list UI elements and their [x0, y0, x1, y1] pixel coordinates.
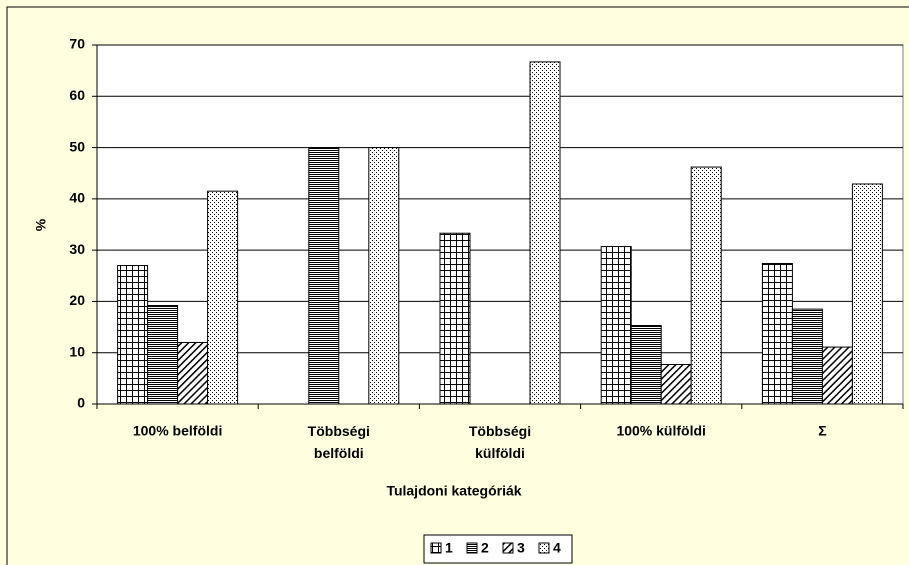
bar	[368, 147, 400, 405]
bar	[308, 147, 340, 405]
bar	[630, 325, 662, 405]
y-tick-label: 0	[77, 395, 85, 411]
legend-label: 4	[553, 540, 561, 556]
bar	[690, 166, 722, 405]
bar	[761, 262, 793, 405]
x-tick-label: 100% belföldi	[133, 423, 222, 439]
y-axis-title: %	[33, 218, 49, 231]
y-tick-label: 20	[69, 292, 85, 308]
border	[6, 6, 909, 565]
bar	[660, 364, 692, 405]
x-tick-label: Többségi belföldi	[308, 423, 370, 461]
legend-swatch	[430, 542, 442, 554]
bar	[529, 61, 561, 405]
y-tick-label: 30	[69, 241, 85, 257]
y-tick-label: 50	[69, 138, 85, 154]
legend-swatch	[502, 542, 514, 554]
x-tick-label: Többségi külföldi	[469, 423, 531, 461]
bar	[177, 341, 209, 405]
y-tick-label: 60	[69, 87, 85, 103]
legend-label: 1	[445, 540, 453, 556]
y-tick-label: 10	[69, 343, 85, 359]
y-tick-label: 40	[69, 190, 85, 206]
bar	[791, 308, 823, 405]
x-axis-title: Tulajdoni kategóriák	[386, 483, 521, 499]
x-tick-label: Σ	[818, 423, 826, 439]
y-tick-label: 70	[69, 36, 85, 52]
x-tick-label: 100% külföldi	[616, 423, 705, 439]
bar	[821, 346, 853, 405]
legend-swatch	[538, 542, 550, 554]
legend-label: 3	[517, 540, 525, 556]
bar	[207, 190, 239, 405]
bar	[147, 305, 179, 405]
bar	[600, 246, 632, 405]
legend-label: 2	[481, 540, 489, 556]
legend-swatch	[466, 542, 478, 554]
bar	[117, 265, 149, 405]
bar	[439, 232, 471, 405]
bar	[851, 183, 883, 405]
